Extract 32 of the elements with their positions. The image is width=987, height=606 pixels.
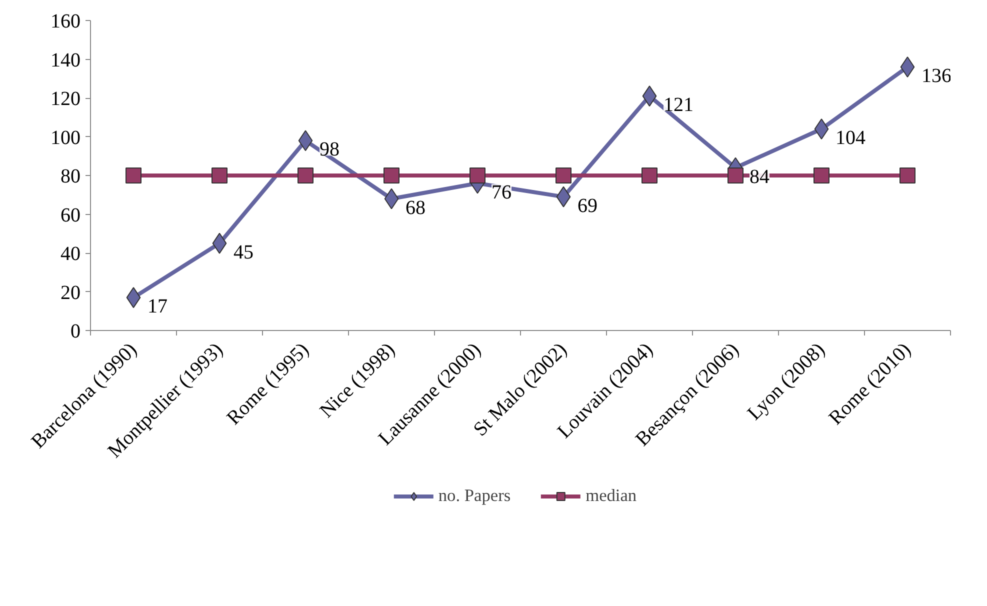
data-label: 69 <box>578 194 598 217</box>
data-label: 98 <box>320 138 340 161</box>
data-label: 84 <box>750 166 770 188</box>
data-label: 45 <box>234 241 254 264</box>
point <box>814 168 830 184</box>
y-tick-label: 160 <box>50 10 80 32</box>
point <box>212 168 228 184</box>
y-tick-label: 120 <box>50 88 80 110</box>
y-tick-label: 80 <box>60 166 80 188</box>
data-label: 68 <box>406 196 426 219</box>
legend-label: median <box>586 486 637 506</box>
point <box>298 168 314 184</box>
y-tick-label: 140 <box>50 49 80 72</box>
point <box>642 168 658 184</box>
data-label: 17 <box>148 296 168 318</box>
y-tick-label: 100 <box>50 126 80 149</box>
point <box>814 118 829 140</box>
y-tick-label: 40 <box>60 243 80 265</box>
point <box>728 168 744 184</box>
y-tick-label: 60 <box>60 204 80 226</box>
y-tick-label: 20 <box>60 282 80 304</box>
legend-label: no. Papers <box>438 486 511 506</box>
point <box>900 168 916 184</box>
data-label: 121 <box>664 94 694 116</box>
data-label: 76 <box>492 181 512 204</box>
point <box>384 168 400 184</box>
data-label: 104 <box>836 127 866 149</box>
point <box>126 168 142 184</box>
point <box>556 168 572 184</box>
y-tick-label: 0 <box>70 320 80 342</box>
point <box>900 56 915 78</box>
point <box>470 168 486 184</box>
